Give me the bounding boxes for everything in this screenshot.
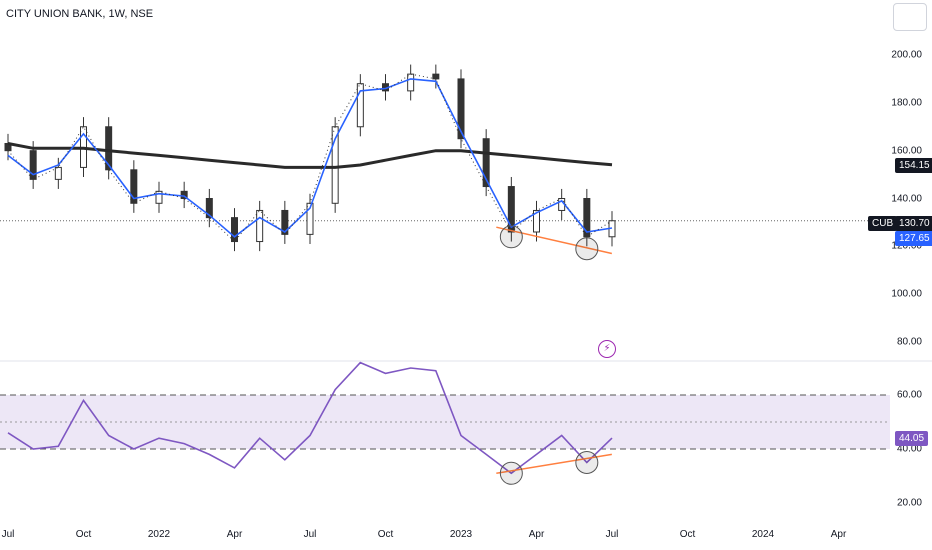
rsi-badge: 44.05 — [895, 431, 929, 446]
candle-body — [457, 78, 465, 140]
time-tick-label: 2022 — [147, 529, 171, 540]
candle-body — [155, 190, 163, 204]
candle-body — [231, 217, 238, 243]
price-trendline — [496, 226, 612, 255]
ma-line — [7, 142, 613, 169]
candle-body — [29, 150, 37, 180]
candle-body — [54, 166, 62, 180]
candle-body — [356, 83, 364, 128]
rsi-tick-label: 60.00 — [896, 389, 922, 401]
time-tick-label: Oct — [679, 529, 696, 540]
candle-body — [432, 73, 440, 80]
time-tick-label: Jul — [605, 529, 619, 540]
highlight-circle — [499, 225, 523, 249]
candle-body — [583, 198, 591, 238]
last-price-badge: 130.70 — [895, 216, 932, 231]
candle-body — [130, 169, 138, 204]
rsi-line — [7, 361, 613, 475]
candle-body — [331, 126, 339, 204]
price-tick-label: 200.00 — [891, 49, 922, 61]
price-tick-label: 120.00 — [891, 240, 922, 252]
candle-body — [205, 198, 213, 219]
candle-body — [533, 209, 540, 233]
close-dotted-line — [7, 73, 613, 243]
rsi-tick-label: 40.00 — [896, 443, 922, 455]
candle-body — [407, 73, 415, 92]
rsi-panel — [0, 394, 890, 450]
price-tick-label: 180.00 — [891, 97, 922, 109]
price-tick-label: 140.00 — [891, 193, 922, 204]
candlestick-series — [4, 64, 616, 252]
candle-body — [4, 142, 12, 152]
rsi-trendline — [496, 453, 612, 475]
chart-title: CITY UNION BANK, 1W, NSE — [6, 8, 154, 20]
annotations — [496, 225, 612, 485]
rsi-tick-label: 20.00 — [896, 497, 922, 509]
price-grid — [0, 220, 932, 362]
indicator-lines — [7, 73, 613, 475]
candle-body — [180, 190, 188, 199]
time-tick-label: Jul — [1, 529, 15, 540]
price-tick-label: 100.00 — [891, 288, 922, 300]
time-tick-label: 2024 — [751, 529, 775, 540]
menu-box-icon[interactable] — [893, 3, 927, 31]
candle-body — [256, 209, 264, 243]
time-tick-label: Apr — [226, 529, 243, 540]
time-tick-label: Oct — [377, 529, 394, 540]
highlight-circle — [575, 451, 599, 474]
symbol-badge: CUB — [868, 216, 898, 231]
price-tick-label: 160.00 — [891, 145, 922, 157]
time-tick-label: Jul — [303, 529, 317, 540]
time-tick-label: Apr — [528, 529, 545, 540]
ema-badge: 127.65 — [895, 231, 932, 246]
ema-line — [7, 78, 613, 238]
highlight-circle — [575, 237, 599, 261]
time-tick-label: Apr — [830, 529, 847, 540]
price-tick-label: 80.00 — [896, 336, 922, 348]
ma-badge: 154.15 — [895, 158, 932, 173]
lightning-icon[interactable]: ⚡ — [598, 340, 616, 358]
time-tick-label: 2023 — [449, 529, 473, 540]
highlight-circle — [499, 461, 523, 485]
candle-body — [105, 126, 113, 171]
time-tick-label: Oct — [75, 529, 92, 540]
